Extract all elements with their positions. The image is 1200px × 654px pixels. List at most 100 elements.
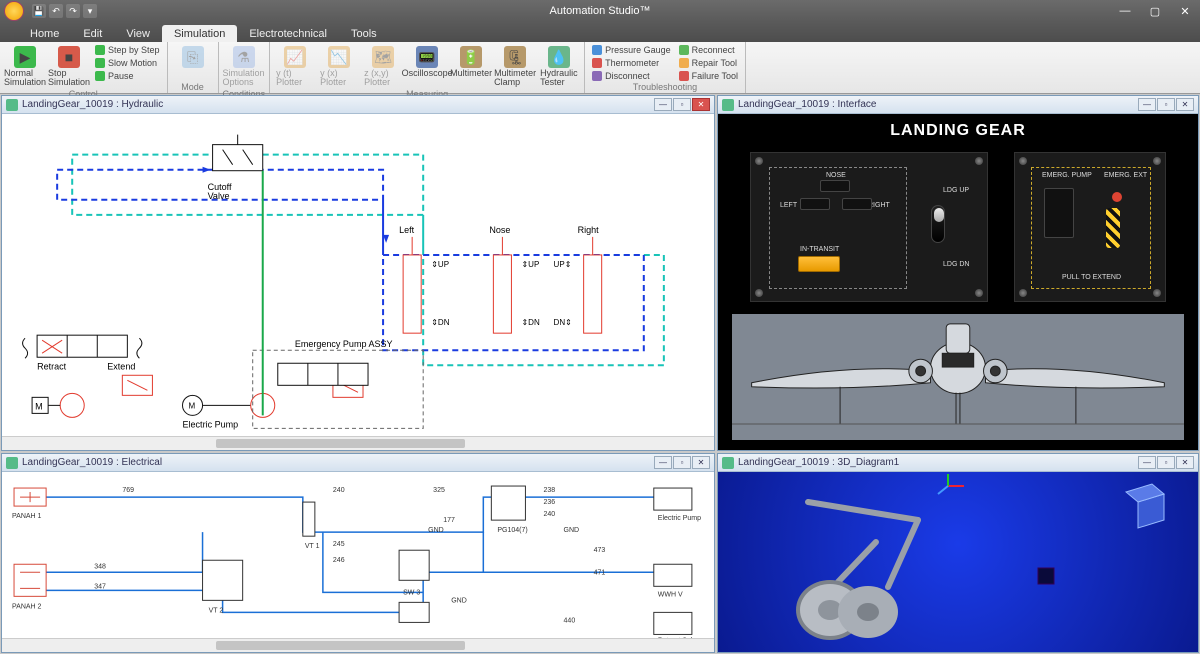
pane-title: LandingGear_10019 : Interface [738,99,876,110]
svg-text:DN⇕: DN⇕ [554,318,572,327]
pane-header: LandingGear_10019 : Hydraulic — ▫ ✕ [2,96,714,114]
ribbon-multimeter-clamp[interactable]: 🗜Multimeter Clamp [494,44,536,89]
indicator-right [842,198,872,210]
svg-text:177: 177 [443,517,455,524]
svg-text:Electric Pump: Electric Pump [658,515,701,522]
ribbon-z-x-y-plotter: 🗺z (x,y) Plotter [362,44,404,89]
svg-text:246: 246 [333,557,345,564]
svg-text:PG104(7): PG104(7) [497,527,527,534]
gear-panel-right: EMERG. PUMP EMERG. EXT PULL TO EXTEND [1014,152,1166,302]
emerg-ext-light [1112,192,1122,202]
svg-text:236: 236 [543,499,555,506]
svg-text:238: 238 [543,487,555,494]
svg-text:M: M [189,401,196,410]
ribbon-simulation-options: ⚗Simulation Options [223,44,265,89]
ribbon-tabs: HomeEditViewSimulationElectrotechnicalTo… [0,22,1200,42]
svg-text:VT 2: VT 2 [209,607,224,614]
pane-title: LandingGear_10019 : Hydraulic [22,99,163,110]
svg-text:GND: GND [428,527,444,534]
svg-text:Retract: Retract [37,361,67,371]
svg-text:325: 325 [433,487,445,494]
quick-access-toolbar: 💾 ↶ ↷ ▾ [32,4,97,18]
ribbon-repair-tool[interactable]: Repair Tool [676,57,741,69]
window-minimize-button[interactable]: — [1110,0,1140,22]
title-bar: 💾 ↶ ↷ ▾ Automation Studio™ — ▢ ✕ [0,0,1200,22]
tab-electrotechnical[interactable]: Electrotechnical [237,25,339,42]
svg-text:GND: GND [564,527,580,534]
ribbon-hydraulic-tester[interactable]: 💧Hydraulic Tester [538,44,580,89]
hydraulic-schematic[interactable]: Cutoff Valve Retract Extend [2,114,714,436]
svg-text:245: 245 [333,541,345,548]
svg-text:PANAH 1: PANAH 1 [12,513,42,520]
electrical-schematic[interactable]: 769240325 238236240 177GNDGND 473471 348… [2,472,714,638]
scrollbar-horizontal[interactable] [2,638,714,652]
pane-maximize-button[interactable]: ▫ [673,98,691,111]
gear-toggle[interactable] [931,205,945,243]
window-close-button[interactable]: ✕ [1170,0,1200,22]
svg-text:⇕DN: ⇕DN [431,318,450,327]
aircraft-view [732,314,1184,440]
svg-text:Electric Pump: Electric Pump [183,419,239,429]
tab-tools[interactable]: Tools [339,25,389,42]
ribbon-reconnect[interactable]: Reconnect [676,44,741,56]
window-maximize-button[interactable]: ▢ [1140,0,1170,22]
ribbon-disconnect[interactable]: Disconnect [589,70,674,82]
svg-text:Emergency Pump ASSY: Emergency Pump ASSY [295,339,393,349]
ribbon-thermometer[interactable]: Thermometer [589,57,674,69]
interface-heading: LANDING GEAR [718,122,1198,140]
qat-redo-icon[interactable]: ↷ [66,4,80,18]
svg-text:471: 471 [594,569,606,576]
interface-panel[interactable]: LANDING GEAR NOSE LEFT RIGHT IN-TRANSIT [718,114,1198,450]
qat-save-icon[interactable]: 💾 [32,4,46,18]
pane-maximize-button[interactable]: ▫ [1157,98,1175,111]
tab-view[interactable]: View [114,25,162,42]
ribbon-y-t-plotter: 📈y (t) Plotter [274,44,316,89]
tab-home[interactable]: Home [18,25,71,42]
svg-text:240: 240 [543,511,555,518]
svg-text:347: 347 [94,583,106,590]
ribbon-pause[interactable]: Pause [92,70,163,82]
workspace: LandingGear_10019 : Hydraulic — ▫ ✕ [0,94,1200,654]
svg-text:Right: Right [578,225,600,235]
svg-text:440: 440 [564,617,576,624]
indicator-in-transit [798,256,840,272]
pane-close-button[interactable]: ✕ [692,98,710,111]
pane-close-button[interactable]: ✕ [1176,98,1194,111]
svg-text:⇕UP: ⇕UP [431,260,449,269]
pane-hydraulic: LandingGear_10019 : Hydraulic — ▫ ✕ [1,95,715,451]
app-logo-icon [4,1,24,21]
tab-edit[interactable]: Edit [71,25,114,42]
ribbon-step-by-step[interactable]: Step by Step [92,44,163,56]
ribbon-oscilloscope[interactable]: 📟Oscilloscope [406,44,448,80]
ribbon-btn: ⎘ [172,44,214,71]
ribbon-stop-simulation[interactable]: ■Stop Simulation [48,44,90,89]
svg-text:M: M [35,401,43,411]
ribbon-slow-motion[interactable]: Slow Motion [92,57,163,69]
ribbon-group-label: Troubleshooting [589,82,741,93]
svg-text:Left: Left [399,225,415,235]
emerg-ext-handle[interactable] [1106,208,1120,248]
svg-text:769: 769 [122,487,134,494]
pane-minimize-button[interactable]: — [1138,98,1156,111]
pane-minimize-button[interactable]: — [654,98,672,111]
gear-panel-left: NOSE LEFT RIGHT IN-TRANSIT LDG UP LDG DN [750,152,988,302]
pane-interface: LandingGear_10019 : Interface —▫✕ LANDIN… [717,95,1199,451]
3d-viewport[interactable] [718,472,1198,652]
scrollbar-horizontal[interactable] [2,436,714,450]
tab-simulation[interactable]: Simulation [162,25,237,42]
svg-text:Valve: Valve [208,191,230,201]
svg-text:UP⇕: UP⇕ [554,260,572,269]
ribbon-multimeter[interactable]: 🔋Multimeter [450,44,492,80]
ribbon-y-x-plotter: 📉y (x) Plotter [318,44,360,89]
svg-text:VT 1: VT 1 [305,543,320,550]
ribbon: ▶Normal Simulation■Stop SimulationStep b… [0,42,1200,94]
qat-more-icon[interactable]: ▾ [83,4,97,18]
svg-text:Nose: Nose [489,225,510,235]
svg-text:PANAH 2: PANAH 2 [12,603,42,610]
qat-undo-icon[interactable]: ↶ [49,4,63,18]
ribbon-pressure-gauge[interactable]: Pressure Gauge [589,44,674,56]
emerg-pump-switch[interactable] [1044,188,1074,238]
ribbon-normal-simulation[interactable]: ▶Normal Simulation [4,44,46,89]
ribbon-failure-tool[interactable]: Failure Tool [676,70,741,82]
svg-text:473: 473 [594,547,606,554]
